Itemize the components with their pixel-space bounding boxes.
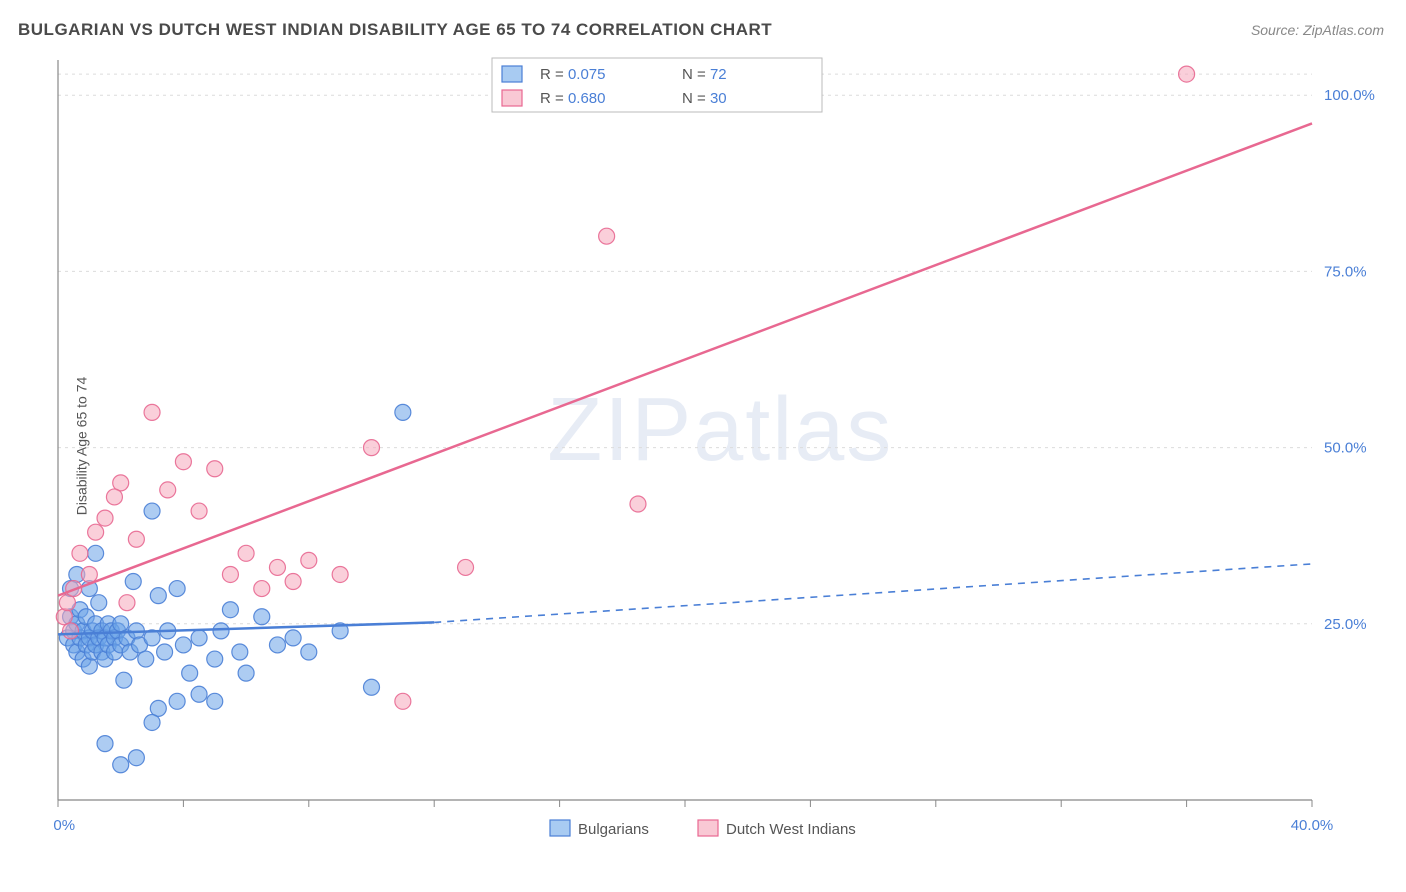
svg-text:N = 30: N = 30 <box>682 90 727 107</box>
svg-text:25.0%: 25.0% <box>1324 616 1367 633</box>
svg-text:75.0%: 75.0% <box>1324 263 1367 280</box>
chart-svg: 0.0% 40.0% 25.0% 50.0% 75.0% 100.0% R = 0.075 N… <box>52 54 1388 844</box>
svg-text:40.0%: 40.0% <box>1291 817 1334 834</box>
svg-text:0.0%: 0.0% <box>52 817 75 834</box>
svg-text:N = 72: N = 72 <box>682 66 727 83</box>
svg-text:R = 0.075: R = 0.075 <box>540 66 605 83</box>
svg-text:100.0%: 100.0% <box>1324 87 1375 104</box>
svg-text:50.0%: 50.0% <box>1324 440 1367 457</box>
svg-text:Dutch West Indians: Dutch West Indians <box>726 821 856 838</box>
svg-text:R = 0.680: R = 0.680 <box>540 90 605 107</box>
source-attribution: Source: ZipAtlas.com <box>1251 22 1384 38</box>
scatter-plot: 0.0% 40.0% 25.0% 50.0% 75.0% 100.0% R = 0.075 N… <box>52 54 1388 844</box>
chart-title: BULGARIAN VS DUTCH WEST INDIAN DISABILIT… <box>18 20 772 40</box>
svg-text:Bulgarians: Bulgarians <box>578 821 649 838</box>
